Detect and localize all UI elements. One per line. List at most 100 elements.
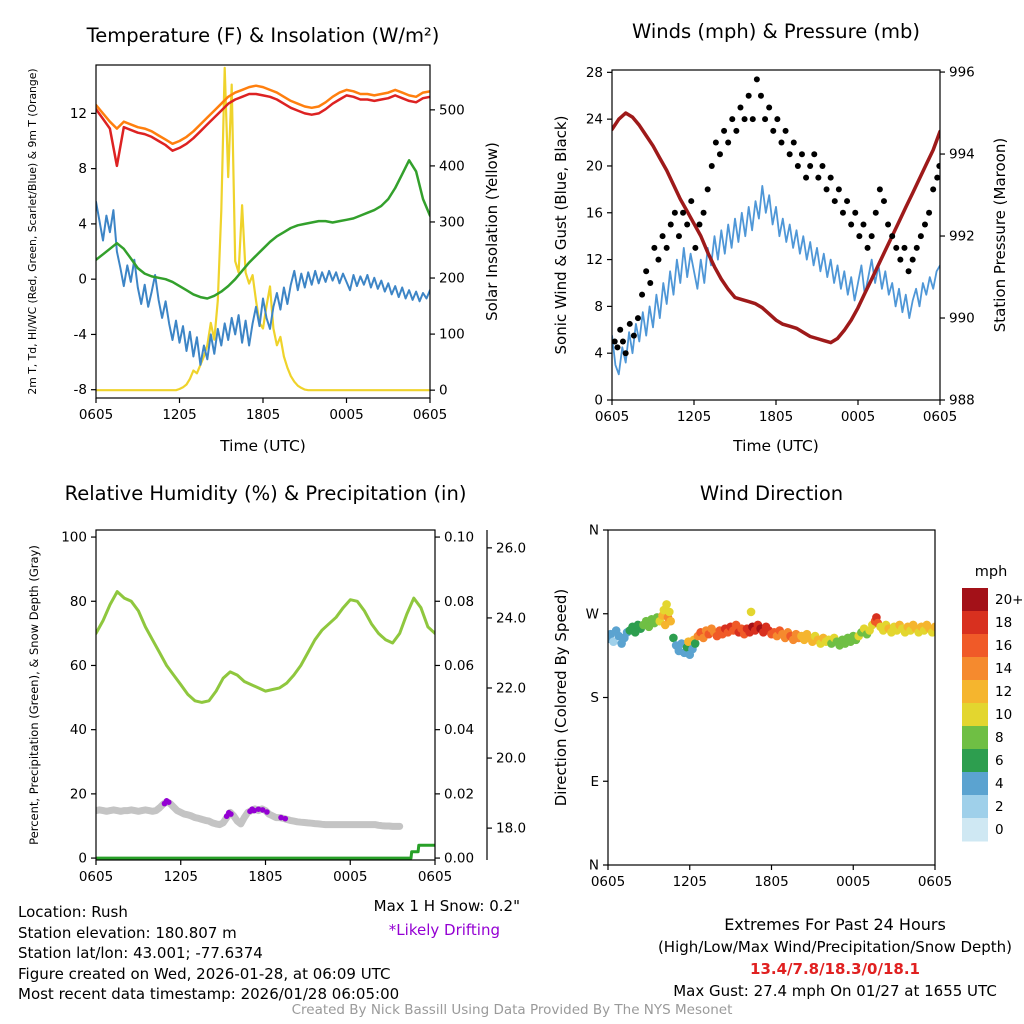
temperature-insolation-chart: Temperature (F) & Insolation (W/m²) 0605 1… — [26, 24, 501, 455]
svg-text:8: 8 — [995, 730, 1004, 746]
svg-text:Sonic Wind & Gust (Blue, Black: Sonic Wind & Gust (Blue, Black) — [552, 116, 570, 355]
svg-text:0005: 0005 — [329, 407, 363, 423]
svg-text:990: 990 — [949, 311, 975, 327]
svg-text:80: 80 — [70, 594, 87, 610]
figure-created: Figure created on Wed, 2026-01-28, at 06… — [18, 964, 391, 983]
svg-text:10: 10 — [995, 707, 1012, 723]
svg-text:100: 100 — [439, 327, 465, 343]
svg-text:20+: 20+ — [995, 592, 1024, 608]
svg-text:-8: -8 — [74, 382, 87, 398]
svg-text:6: 6 — [995, 753, 1004, 769]
svg-text:1805: 1805 — [759, 409, 793, 425]
svg-text:18: 18 — [995, 615, 1012, 631]
svg-text:4: 4 — [995, 776, 1004, 792]
svg-text:-4: -4 — [74, 327, 87, 343]
credit-line: Created By Nick Bassill Using Data Provi… — [291, 1002, 733, 1018]
svg-text:0605: 0605 — [413, 407, 447, 423]
svg-text:300: 300 — [439, 214, 465, 230]
svg-text:1205: 1205 — [164, 869, 198, 885]
svg-text:0605: 0605 — [595, 409, 629, 425]
svg-text:0605: 0605 — [591, 874, 625, 890]
svg-text:0605: 0605 — [418, 869, 452, 885]
svg-text:100: 100 — [61, 530, 87, 546]
svg-text:0.08: 0.08 — [444, 594, 474, 610]
svg-text:0005: 0005 — [841, 409, 875, 425]
svg-text:12: 12 — [995, 684, 1012, 700]
svg-text:16: 16 — [586, 205, 603, 221]
max-snow-note: Max 1 H Snow: 0.2" — [373, 897, 520, 915]
svg-text:2m T, Td, HI/WC (Red, Green, S: 2m T, Td, HI/WC (Red, Green, Scarlet/Blu… — [26, 68, 39, 394]
svg-text:20.0: 20.0 — [496, 751, 526, 767]
svg-text:0605: 0605 — [79, 407, 113, 423]
svg-text:Station Pressure (Maroon): Station Pressure (Maroon) — [991, 138, 1009, 332]
svg-text:0.04: 0.04 — [444, 722, 474, 738]
svg-text:Time (UTC): Time (UTC) — [732, 437, 819, 455]
likely-drifting-note: *Likely Drifting — [388, 921, 500, 939]
svg-text:1205: 1205 — [677, 409, 711, 425]
extremes-values: 13.4/7.8/18.3/0/18.1 — [750, 960, 920, 978]
svg-text:12: 12 — [586, 252, 603, 268]
station-elevation: Station elevation: 180.807 m — [18, 923, 237, 942]
svg-text:Relative Humidity (%) & Precip: Relative Humidity (%) & Precipitation (i… — [65, 482, 467, 505]
svg-text:Wind Direction: Wind Direction — [700, 482, 843, 505]
station-location: Location: Rush — [18, 903, 128, 921]
svg-text:4: 4 — [594, 346, 603, 362]
svg-text:1205: 1205 — [162, 407, 196, 423]
svg-text:24: 24 — [586, 112, 603, 128]
svg-text:Direction (Colored By Speed): Direction (Colored By Speed) — [552, 589, 570, 807]
svg-text:0005: 0005 — [836, 874, 870, 890]
svg-text:996: 996 — [949, 65, 975, 81]
svg-text:24.0: 24.0 — [496, 610, 526, 626]
svg-text:0605: 0605 — [79, 869, 113, 885]
svg-text:N: N — [589, 523, 599, 539]
svg-text:2: 2 — [995, 799, 1004, 815]
svg-text:992: 992 — [949, 229, 975, 245]
svg-text:0.06: 0.06 — [444, 658, 474, 674]
svg-text:0: 0 — [439, 383, 448, 399]
extremes-title: Extremes For Past 24 Hours — [724, 915, 946, 934]
data-timestamp: Most recent data timestamp: 2026/01/28 0… — [18, 985, 400, 1003]
svg-text:200: 200 — [439, 271, 465, 287]
svg-text:1805: 1805 — [248, 869, 282, 885]
svg-text:14: 14 — [995, 661, 1012, 677]
svg-text:0.00: 0.00 — [444, 851, 474, 867]
svg-text:994: 994 — [949, 147, 975, 163]
svg-text:0: 0 — [594, 393, 603, 409]
svg-text:0: 0 — [78, 851, 87, 867]
svg-text:20: 20 — [586, 158, 603, 174]
svg-text:0605: 0605 — [918, 874, 952, 890]
svg-text:12: 12 — [70, 106, 87, 122]
svg-text:N: N — [589, 858, 599, 874]
svg-text:22.0: 22.0 — [496, 680, 526, 696]
svg-text:Time (UTC): Time (UTC) — [219, 437, 306, 455]
svg-text:16: 16 — [995, 638, 1012, 654]
svg-text:Percent, Precipitation (Green): Percent, Precipitation (Green), & Snow D… — [27, 545, 41, 845]
svg-text:60: 60 — [70, 658, 87, 674]
svg-text:E: E — [590, 774, 599, 790]
svg-text:0005: 0005 — [333, 869, 367, 885]
station-latlon: Station lat/lon: 43.001; -77.6374 — [18, 944, 263, 962]
svg-text:400: 400 — [439, 158, 465, 174]
extremes-info: Extremes For Past 24 Hours (High/Low/Max… — [650, 914, 1020, 1002]
svg-text:26.0: 26.0 — [496, 540, 526, 556]
svg-text:28: 28 — [586, 65, 603, 81]
svg-text:988: 988 — [949, 393, 975, 409]
extremes-subtitle: (High/Low/Max Wind/Precipitation/Snow De… — [657, 938, 1013, 956]
svg-text:0: 0 — [78, 272, 87, 288]
svg-text:8: 8 — [594, 299, 603, 315]
winds-pressure-chart: Winds (mph) & Pressure (mb) 0605 1205 1805 0… — [552, 20, 1009, 455]
svg-text:40: 40 — [70, 722, 87, 738]
svg-text:Winds (mph) & Pressure (mb): Winds (mph) & Pressure (mb) — [632, 20, 920, 43]
svg-text:0.10: 0.10 — [444, 530, 474, 546]
svg-text:0: 0 — [995, 822, 1004, 838]
svg-text:8: 8 — [78, 161, 87, 177]
svg-text:500: 500 — [439, 102, 465, 118]
svg-text:1805: 1805 — [246, 407, 280, 423]
svg-text:S: S — [590, 690, 599, 706]
svg-text:W: W — [586, 606, 599, 622]
svg-text:1205: 1205 — [673, 874, 707, 890]
station-info: Location: Rush Station elevation: 180.80… — [18, 902, 399, 1005]
svg-text:20: 20 — [70, 786, 87, 802]
